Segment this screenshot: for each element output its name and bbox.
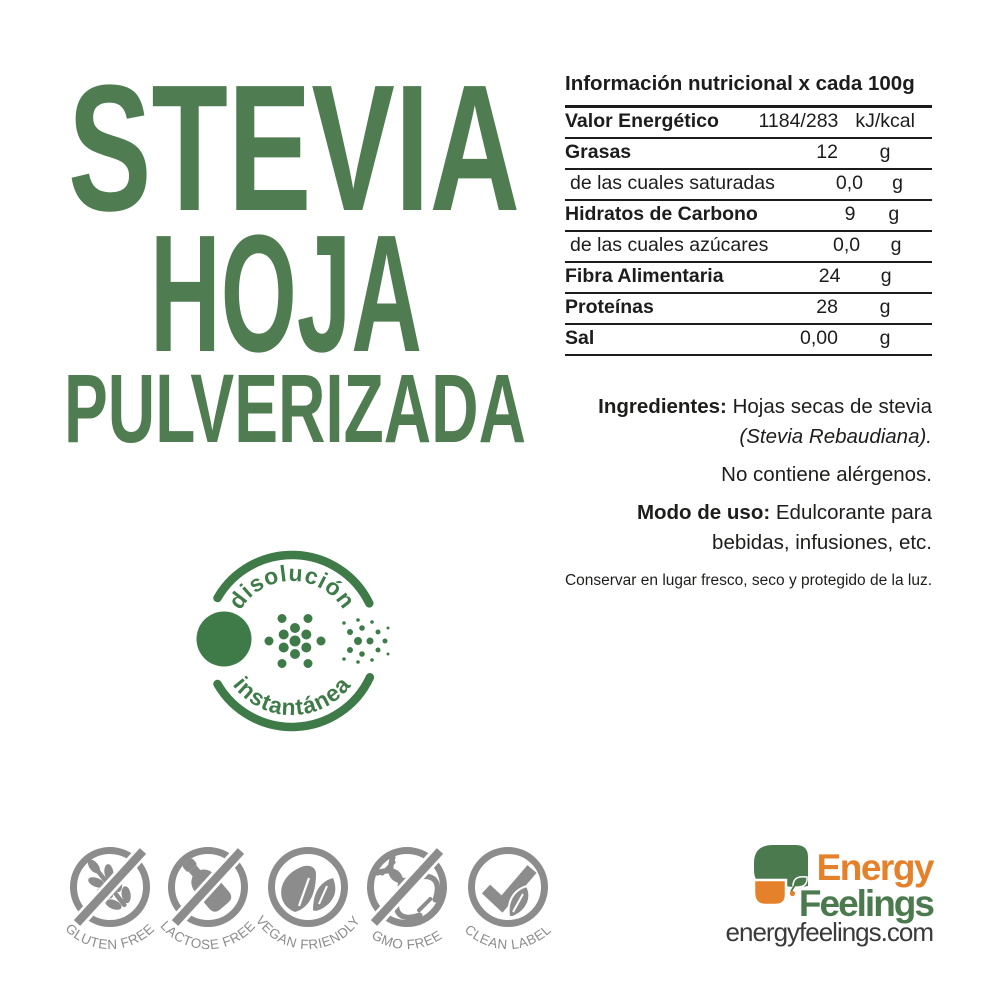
row-value: 12 (816, 141, 838, 163)
usage-label: Modo de uso: (636, 501, 771, 524)
row-unit: g (880, 265, 892, 287)
row-value: 24 (818, 265, 841, 287)
powder-drop-icon (196, 611, 252, 667)
product-details: Ingredientes: Hojas secas de stevia (Ste… (530, 392, 932, 596)
brand-name-energy: Energy (816, 847, 935, 888)
row-value: 0,0 (833, 234, 861, 256)
nutrition-table: Información nutricional x cada 100g Valo… (565, 72, 932, 356)
brand-website: energyfeelings.com (725, 917, 934, 947)
title-line-3: PULVERIZADA (64, 354, 526, 450)
row-label: de las cuales azúcares (570, 234, 769, 256)
allergen-statement: No contiene alérgenos. (721, 463, 932, 486)
nutrition-table-header: Información nutricional x cada 100g (565, 72, 932, 108)
row-unit: g (879, 296, 891, 318)
row-label: Sal (565, 327, 595, 349)
title-line-2: HOJA (150, 201, 422, 387)
table-row: Proteínas 28 g (565, 294, 932, 325)
clean-label-badge: CLEAN LABEL (462, 847, 553, 952)
badge-bottom-arc (213, 673, 375, 732)
brand-name-feelings: Feelings (798, 883, 935, 924)
row-value: 1184/283 (758, 110, 839, 132)
circle-outline (70, 847, 150, 927)
gmo-free-badge: GMO FREE (367, 847, 447, 952)
circle-outline (367, 847, 447, 927)
table-row: Hidratos de Carbono 9 g (565, 201, 932, 232)
product-title: STEVIA HOJA PULVERIZADA (64, 70, 526, 450)
row-label: de las cuales saturadas (570, 172, 775, 194)
leaves-icon (281, 865, 336, 912)
no-slash-icon (370, 848, 444, 926)
row-label: Fibra Alimentaria (565, 265, 724, 287)
table-row: de las cuales azúcares 0,0 g (565, 232, 932, 263)
table-row: Grasas 12 g (565, 139, 932, 170)
storage-statement: Conservar en lugar fresco, seco y proteg… (564, 572, 932, 589)
table-row: de las cuales saturadas 0,0 g (565, 170, 932, 201)
ingredients-text: Hojas secas de stevia (726, 395, 932, 418)
usage-text: Edulcorante para (770, 501, 932, 524)
energy-feelings-logo-icon (752, 845, 808, 907)
vegan-friendly-badge: VEGAN FRIENDLY (253, 847, 363, 952)
table-row: Sal 0,00 g (565, 325, 932, 356)
table-row: Fibra Alimentaria 24 g (565, 263, 932, 294)
no-slash-icon (73, 848, 147, 926)
instant-dissolution-badge: disolución instantánea (196, 550, 390, 732)
badge-top-arc (213, 550, 374, 608)
usage-line-2: bebidas, infusiones, etc. (712, 531, 932, 554)
row-value: 0,0 (835, 172, 863, 194)
leaf-sprout-icon (789, 875, 808, 897)
circle-outline (168, 847, 248, 927)
ingredients-line: Ingredientes: Hojas secas de stevia (530, 392, 932, 422)
row-unit: g (890, 234, 902, 256)
usage-line: Modo de uso: Edulcorante para (530, 498, 932, 528)
cert-caption: VEGAN FRIENDLY (253, 913, 363, 952)
circle-outline (268, 847, 348, 927)
row-value: 9 (844, 203, 856, 225)
circle-outline (468, 847, 548, 927)
gluten-free-badge: GLUTEN FREE (63, 847, 157, 952)
no-slash-icon (171, 848, 245, 926)
checkmark-leaf-icon (481, 865, 537, 919)
row-value: 0,00 (800, 327, 838, 349)
ingredients-latin-name: (Stevia Rebaudiana). (739, 425, 932, 448)
cert-caption: GMO FREE (369, 927, 444, 952)
lactose-free-badge: LACTOSE FREE (158, 847, 258, 952)
table-row: Valor Energético 1184/283 kJ/kcal (565, 108, 932, 139)
row-unit: g (879, 141, 891, 163)
row-unit: g (888, 203, 900, 225)
row-label: Proteínas (565, 296, 654, 318)
row-label: Grasas (565, 141, 632, 163)
row-value: 28 (816, 296, 838, 318)
row-unit: kJ/kcal (855, 110, 915, 132)
svg-text:GMO FREE: GMO FREE (369, 927, 445, 952)
row-label: Hidratos de Carbono (565, 203, 758, 225)
powder-dots-icon (264, 614, 390, 668)
row-label: Valor Energético (565, 110, 719, 132)
row-unit: g (892, 172, 903, 194)
title-line-1: STEVIA (68, 70, 520, 249)
svg-text:VEGAN FRIENDLY: VEGAN FRIENDLY (253, 913, 363, 952)
row-unit: g (879, 327, 891, 349)
ingredients-label: Ingredientes: (598, 395, 727, 418)
